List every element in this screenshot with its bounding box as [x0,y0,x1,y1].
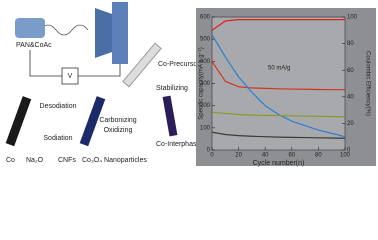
x-tick-label: 60 [288,153,295,159]
fiber [5,96,32,147]
x-tick-label: 100 [340,153,351,159]
y2-tick-label: 60 [347,68,354,74]
x-tick-label: 0 [210,153,214,159]
y2-axis-label: Coulombic Efficiency(%) [364,51,370,116]
series-line [211,131,346,139]
syringe [15,18,45,38]
source [61,67,79,85]
label: CNFs [58,157,76,164]
label: Co-Precursor [158,61,200,68]
x-axis-label: Cycle number(n) [253,160,305,167]
y-tick-label: 200 [200,103,211,109]
label: Desodiation [40,103,77,110]
y-axis-label: Specific capacity(mA h g⁻¹) [199,47,205,120]
y-tick-label: 0 [207,148,211,154]
x-tick-label: 80 [315,153,322,159]
label: Stabilizing [156,85,188,92]
jet [39,24,89,36]
y2-tick-label: 40 [347,94,354,100]
label: Co₃O₄ Nanoparticles [82,157,147,164]
series-line [211,34,346,138]
y2-tick-label: 100 [347,15,358,21]
collector [112,2,128,64]
label: Co [6,157,15,164]
y-tick-label: 600 [200,15,211,21]
graphical-abstract: PAN&CoAc V Co-Precursor Stabilizing Co-I… [5,2,376,167]
y-tick-label: 500 [200,37,211,43]
fiber [122,42,162,88]
spinneret [95,8,112,58]
series-line [211,19,345,31]
series-line [211,61,345,91]
y-tick-label: 100 [200,125,211,131]
label: Sodiation [43,135,72,142]
schematic: PAN&CoAc V Co-Precursor Stabilizing Co-I… [5,2,200,164]
label: Oxidizing [104,127,133,134]
label: V [68,73,73,80]
y2-tick-label: 80 [347,41,354,47]
x-tick-label: 20 [235,153,242,159]
label: Na₂O [26,157,44,164]
fiber [162,95,178,137]
label: Carbonizing [99,117,136,124]
y-tick-label: 300 [200,81,211,87]
label: Co-Interphase [156,141,200,148]
fiber [79,96,106,147]
x-tick-label: 40 [262,153,269,159]
y2-tick-label: 20 [347,121,354,127]
y-tick-label: 400 [200,59,211,65]
label: PAN&CoAc [16,42,52,49]
annotation: 50 mA/g [268,66,290,72]
series-line [211,111,346,118]
y2-tick-label: 0 [347,148,351,154]
